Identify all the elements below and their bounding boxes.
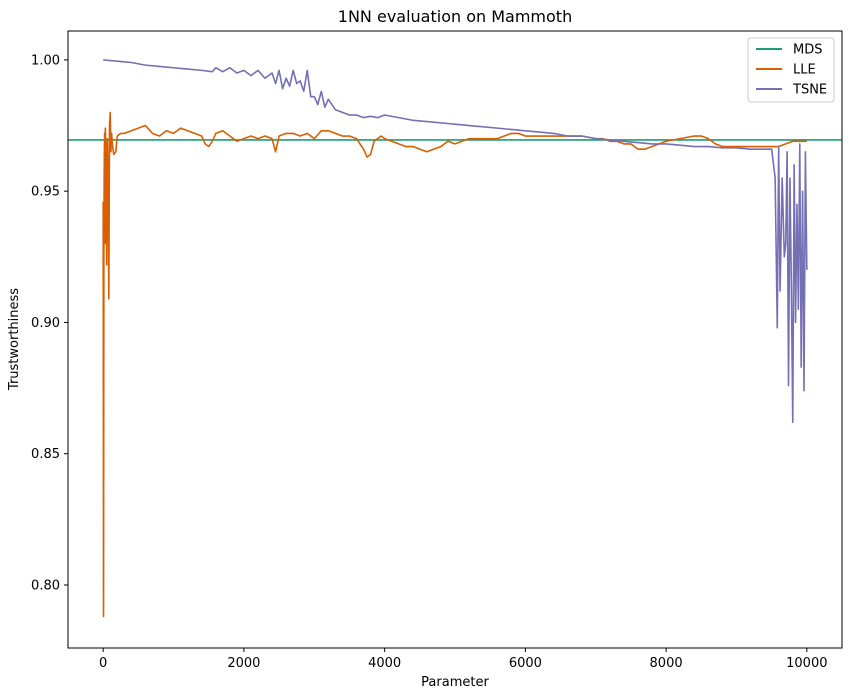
legend-label-mds: MDS — [793, 43, 822, 58]
y-tick-label: 0.85 — [31, 447, 60, 462]
chart-title: 1NN evaluation on Mammoth — [338, 7, 572, 26]
plot-area — [68, 59, 842, 618]
legend: MDS LLE TSNE — [747, 37, 835, 103]
legend-box — [747, 37, 835, 103]
x-tick-label: 6000 — [509, 656, 542, 671]
y-axis-label: Trustworthiness — [7, 288, 22, 391]
series-line-lle — [102, 111, 807, 618]
x-axis: 0 2000 4000 6000 8000 10000 — [99, 648, 827, 671]
y-tick-label: 0.80 — [31, 578, 60, 593]
x-tick-label: 8000 — [650, 656, 683, 671]
x-tick-label: 4000 — [368, 656, 401, 671]
x-tick-label: 2000 — [227, 656, 260, 671]
y-axis: 0.80 0.85 0.90 0.95 1.00 — [31, 53, 68, 593]
series-line-tsne — [103, 59, 808, 424]
y-tick-label: 1.00 — [31, 53, 60, 68]
plot-frame — [67, 30, 843, 649]
y-tick-label: 0.90 — [31, 316, 60, 331]
x-tick-label: 10000 — [786, 656, 827, 671]
legend-label-lle: LLE — [793, 63, 816, 78]
y-tick-label: 0.95 — [31, 185, 60, 200]
x-tick-label: 0 — [99, 656, 107, 671]
legend-label-tsne: TSNE — [792, 83, 827, 98]
x-axis-label: Parameter — [421, 675, 489, 690]
